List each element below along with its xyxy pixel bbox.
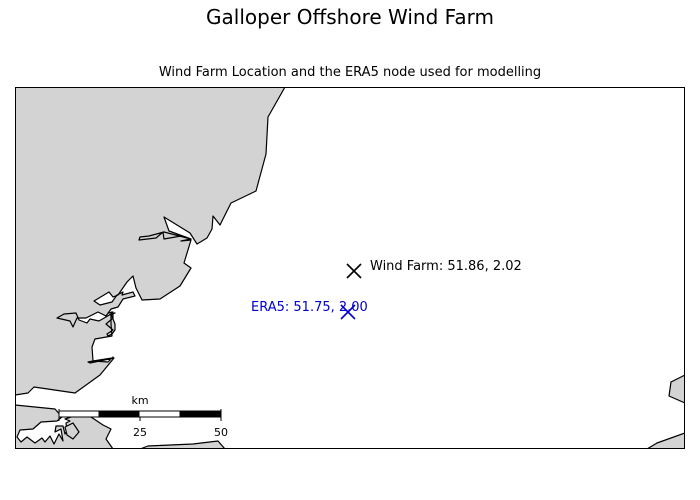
figure-title: Galloper Offshore Wind Farm: [206, 5, 494, 29]
landmass-france: [646, 432, 685, 449]
wind-farm-marker[interactable]: [346, 263, 362, 279]
scale-bar-unit: km: [131, 394, 148, 407]
scale-bar-segment-1: [58, 410, 100, 418]
landmass-sheppey: [64, 422, 80, 440]
scale-bar: km 25 50: [58, 394, 228, 439]
era5-label: ERA5: 51.75, 2.00: [251, 300, 368, 315]
map-frame: [15, 87, 685, 449]
map-canvas[interactable]: Wind Farm: 51.86, 2.02 ERA5: 51.75, 2.00…: [15, 87, 685, 449]
scale-bar-segment-4: [179, 410, 222, 418]
landmass-kent-south: [139, 440, 226, 449]
map-subtitle: Wind Farm Location and the ERA5 node use…: [158, 65, 542, 80]
era5-marker[interactable]: [340, 304, 356, 320]
scale-bar-tick-25: 25: [133, 426, 147, 439]
wind-farm-label: Wind Farm: 51.86, 2.02: [370, 259, 522, 274]
map-panel[interactable]: Wind Farm: 51.86, 2.02 ERA5: 51.75, 2.00…: [15, 87, 685, 449]
landmass-kent: [15, 404, 114, 449]
landmass-england: [15, 87, 286, 396]
scale-bar-segment-2: [98, 410, 140, 418]
scale-bar-tick-50: 50: [214, 426, 228, 439]
scale-bar-segment-3: [138, 410, 181, 418]
landmass-belgium: [668, 374, 685, 404]
